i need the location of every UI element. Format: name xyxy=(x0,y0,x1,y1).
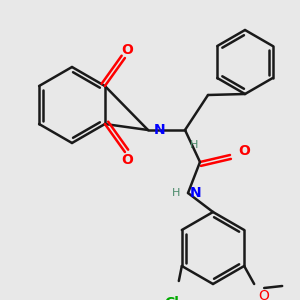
Text: N: N xyxy=(154,123,166,137)
Text: H: H xyxy=(172,188,180,198)
Text: Cl: Cl xyxy=(164,296,179,300)
Text: O: O xyxy=(258,289,269,300)
Text: O: O xyxy=(238,144,250,158)
Text: N: N xyxy=(190,186,202,200)
Text: O: O xyxy=(121,43,133,57)
Text: O: O xyxy=(121,153,133,167)
Text: H: H xyxy=(190,140,198,150)
